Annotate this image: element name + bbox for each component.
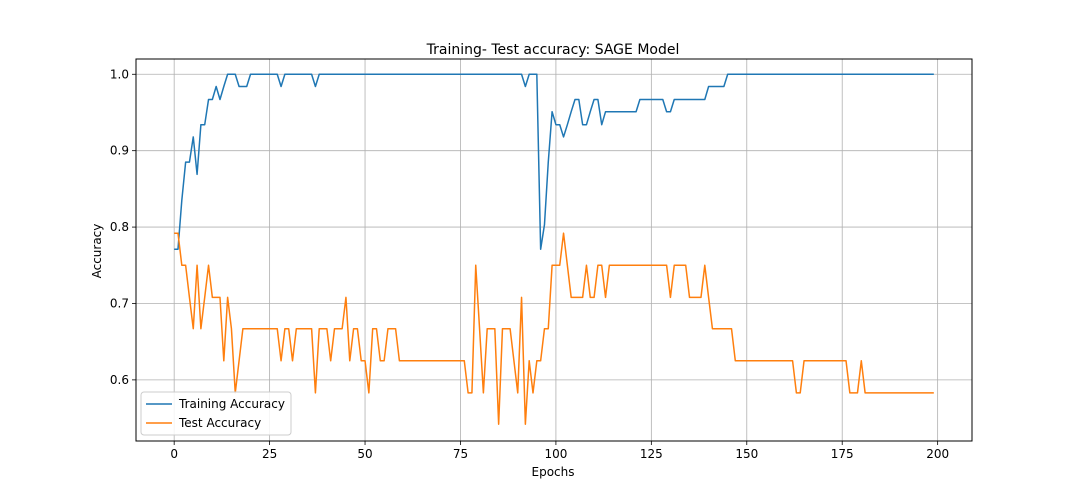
legend-label-test: Test Accuracy [178, 416, 261, 430]
plot-frame [135, 58, 973, 442]
x-tick-label: 150 [735, 447, 758, 461]
x-tick-label: 100 [544, 447, 567, 461]
x-tick-label: 25 [262, 447, 277, 461]
x-tick-label: 50 [357, 447, 372, 461]
axis-ticks: 0 25 50 75 100 125 150 175 200 0.6 0.7 0.8 0.9 1.0 [110, 67, 949, 461]
y-tick-label: 0.6 [110, 373, 129, 387]
x-tick-label: 175 [831, 447, 854, 461]
y-axis-label: Accuracy [90, 224, 104, 279]
y-tick-label: 0.8 [110, 220, 129, 234]
y-tick-label: 0.7 [110, 296, 129, 310]
y-tick-label: 0.9 [110, 144, 129, 158]
test-accuracy-line [174, 232, 934, 425]
series-lines [174, 73, 934, 425]
legend: Training Accuracy Test Accuracy [140, 391, 292, 436]
chart-title: Training- Test accuracy: SAGE Model [426, 42, 680, 58]
grid [136, 59, 972, 441]
x-tick-label: 125 [640, 447, 663, 461]
x-tick-label: 75 [453, 447, 468, 461]
training-accuracy-line [174, 73, 934, 250]
y-tick-label: 1.0 [110, 67, 129, 81]
legend-label-training: Training Accuracy [178, 397, 285, 411]
x-tick-label: 0 [170, 447, 178, 461]
x-tick-label: 200 [926, 447, 949, 461]
legend-box [140, 391, 292, 436]
x-axis-label: Epochs [532, 465, 575, 479]
